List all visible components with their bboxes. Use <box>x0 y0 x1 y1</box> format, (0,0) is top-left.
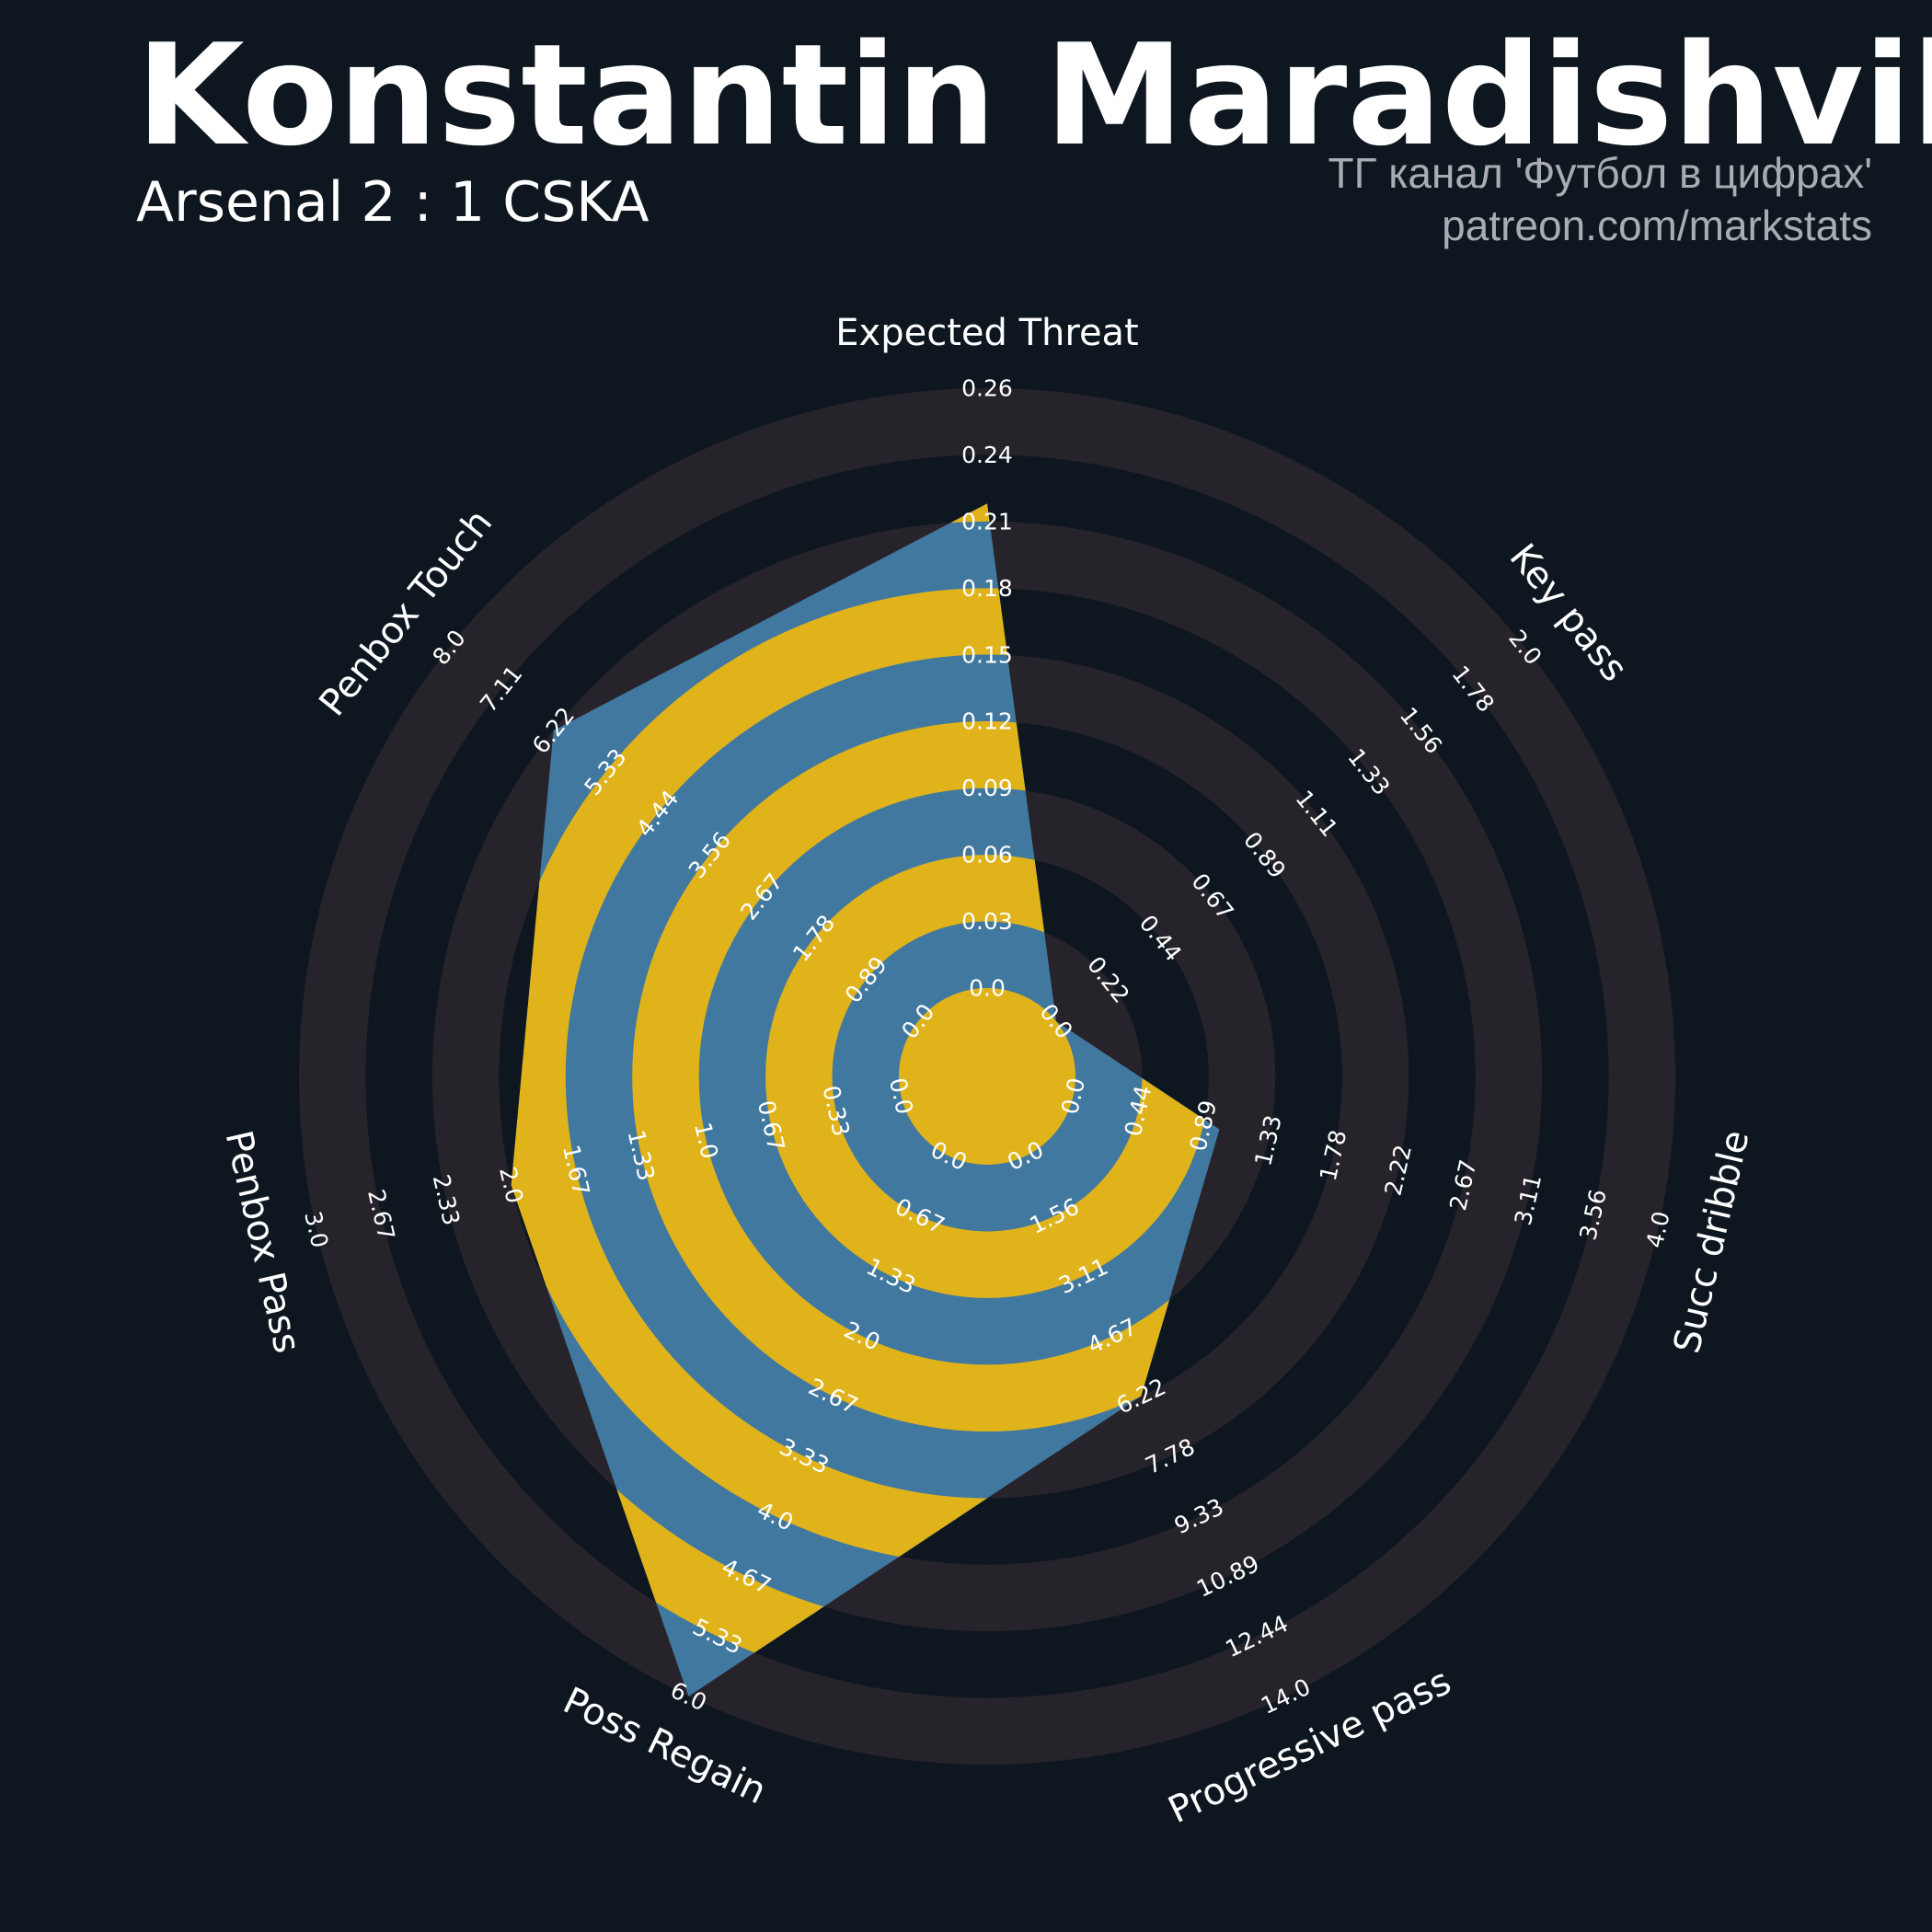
tick-label: 0.15 <box>961 641 1013 668</box>
tick-label: 0.18 <box>961 575 1013 602</box>
tick-label: 0.06 <box>961 842 1013 868</box>
polygon-center-disc <box>899 988 1075 1165</box>
axis-label: Expected Threat <box>835 312 1139 354</box>
chart-title: Konstantin Maradishvili <box>136 14 1932 177</box>
axis-label: Succ dribble <box>1666 1126 1758 1357</box>
tick-label: 0.03 <box>961 908 1013 935</box>
tick-label: 0.0 <box>969 975 1006 1002</box>
credit-patreon: patreon.com/markstats <box>1442 201 1872 249</box>
tick-label: 0.12 <box>961 708 1013 735</box>
tick-label: 0.24 <box>961 442 1013 468</box>
credit-telegram: ТГ канал 'Футбол в цифрах' <box>1328 149 1872 197</box>
tick-label: 0.09 <box>961 775 1013 801</box>
tick-label: 0.26 <box>961 375 1013 402</box>
match-subtitle: Arsenal 2 : 1 CSKA <box>136 170 650 235</box>
tick-label: 0.21 <box>961 508 1013 535</box>
axis-label: Penbox Pass <box>216 1127 308 1357</box>
